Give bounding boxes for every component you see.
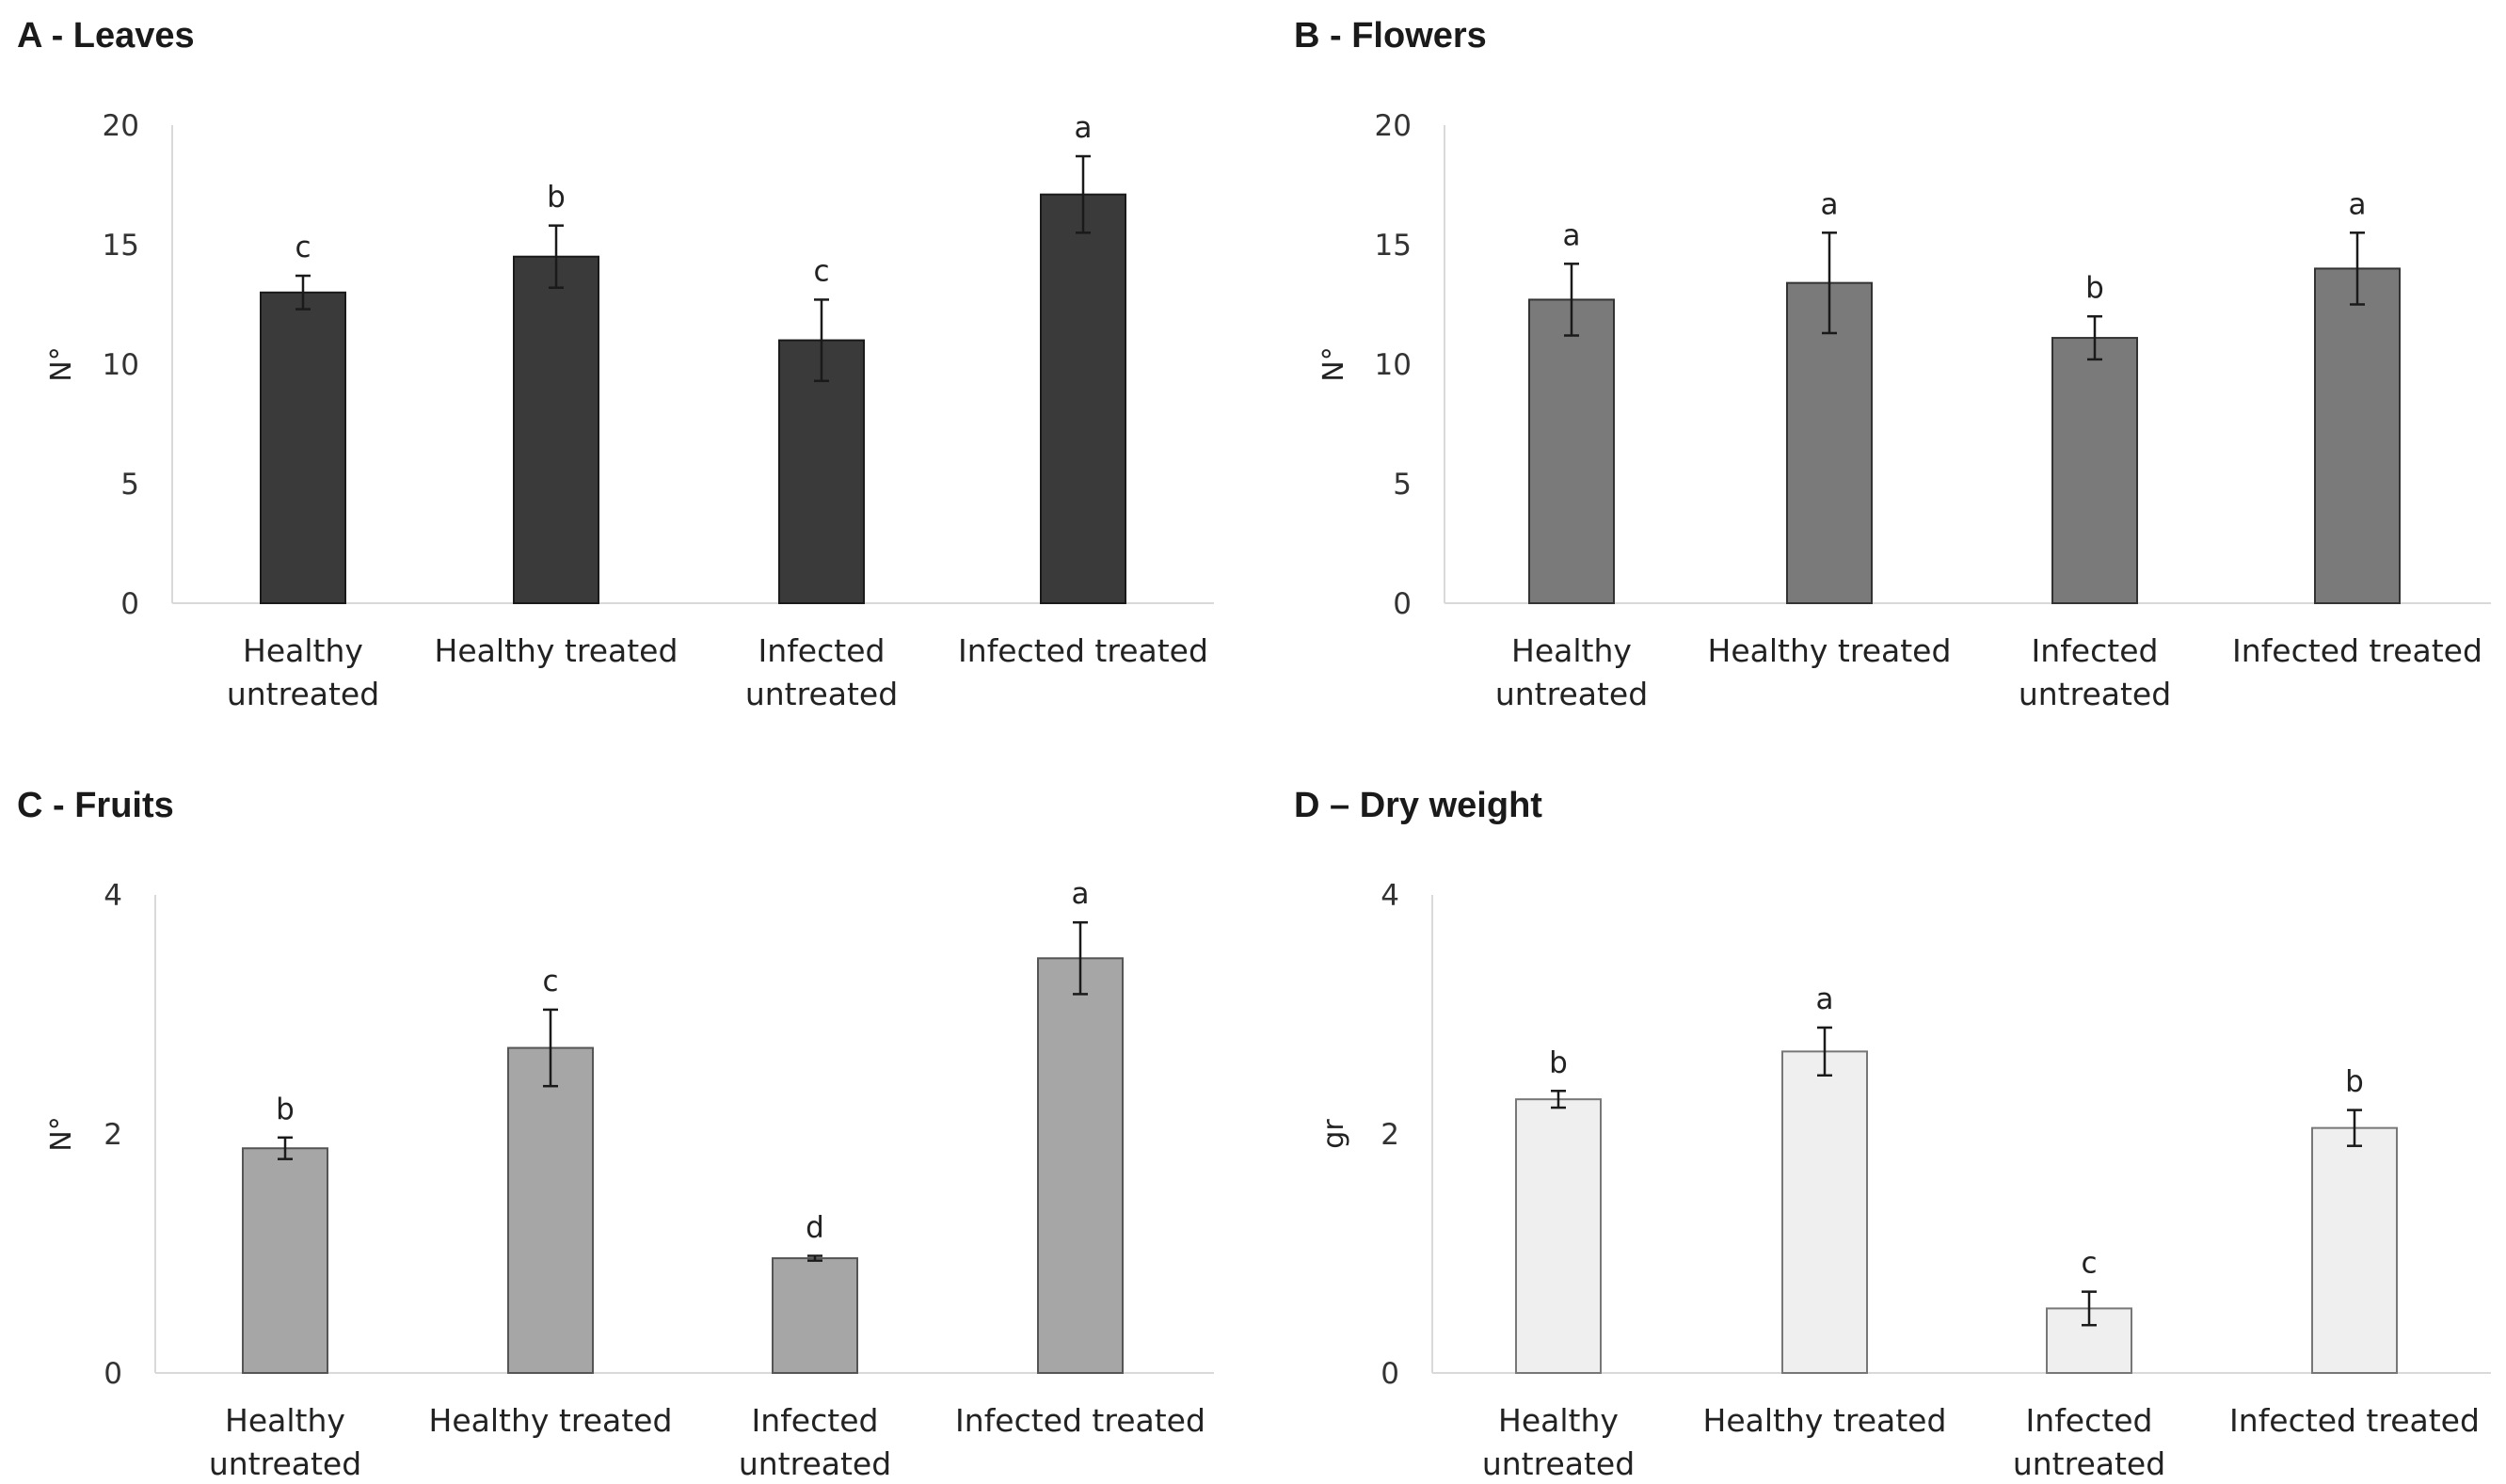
panel-a-category-label: Healthy bbox=[243, 632, 363, 669]
panel-c-category-label: Healthy treated bbox=[429, 1402, 673, 1439]
panel-c-y-tick-label: 4 bbox=[104, 879, 122, 913]
panel-d-y-tick-label: 2 bbox=[1381, 1118, 1399, 1152]
panel-d-y-axis-label: gr bbox=[1317, 1119, 1350, 1149]
panel-c-significance-letter: d bbox=[806, 1211, 824, 1245]
panel-b-y-tick-label: 10 bbox=[1375, 348, 1412, 382]
panel-b-title: B - Flowers bbox=[1294, 16, 1487, 56]
panel-c-category-label: untreated bbox=[209, 1445, 361, 1482]
panel-b-y-tick-label: 5 bbox=[1393, 468, 1412, 502]
panel-a-significance-letter: c bbox=[813, 254, 829, 288]
panel-c-significance-letter: c bbox=[542, 965, 558, 998]
panel-c-category-label: Infected bbox=[752, 1402, 879, 1439]
panel-d-bar bbox=[1515, 1098, 1602, 1375]
panel-c-significance-letter: b bbox=[276, 1093, 295, 1126]
panel-a-significance-letter: c bbox=[295, 231, 311, 264]
panel-d-bar bbox=[1781, 1050, 1868, 1374]
panel-a-y-tick-label: 20 bbox=[103, 109, 139, 143]
panel-b-significance-letter: a bbox=[2349, 187, 2367, 221]
panel-c-bar bbox=[772, 1257, 858, 1374]
panel-b-bar bbox=[2314, 267, 2401, 604]
panel-a-bar bbox=[1040, 193, 1126, 604]
panel-c-category-label: Healthy bbox=[225, 1402, 345, 1439]
panel-c-title: C - Fruits bbox=[17, 786, 174, 825]
panel-b-category-label: Infected bbox=[2032, 632, 2159, 669]
panel-d-significance-letter: c bbox=[2081, 1247, 2097, 1281]
panel-a-bar bbox=[260, 291, 346, 604]
panel-a-category-label: Healthy treated bbox=[435, 632, 678, 669]
panel-d-title: D – Dry weight bbox=[1294, 786, 1542, 825]
panel-d-significance-letter: a bbox=[1816, 982, 1834, 1016]
panel-a-y-tick-label: 10 bbox=[103, 348, 139, 382]
panel-c-significance-letter: a bbox=[1072, 877, 1090, 911]
panel-d-category-label: Infected treated bbox=[2229, 1402, 2480, 1439]
panel-d-category-label: Healthy bbox=[1498, 1402, 1619, 1439]
panel-a-y-tick-label: 5 bbox=[120, 468, 139, 502]
panel-d-bar bbox=[2311, 1126, 2398, 1375]
panel-b-significance-letter: b bbox=[2085, 271, 2104, 305]
panel-b-significance-letter: a bbox=[1563, 218, 1581, 252]
panel-c-category-label: Infected treated bbox=[955, 1402, 1205, 1439]
panel-b-bar bbox=[1786, 281, 1873, 604]
panel-b-y-tick-label: 15 bbox=[1375, 229, 1412, 263]
panel-d-category-label: untreated bbox=[2013, 1445, 2165, 1482]
panel-d-y-tick-label: 0 bbox=[1381, 1357, 1399, 1391]
panel-b-category-label: untreated bbox=[2019, 676, 2171, 712]
panel-a-category-label: untreated bbox=[227, 676, 379, 712]
panel-a-category-label: Infected treated bbox=[958, 632, 1208, 669]
panel-c-category-label: untreated bbox=[739, 1445, 891, 1482]
panel-a-title: A - Leaves bbox=[17, 16, 195, 56]
panel-c-bar bbox=[1037, 957, 1124, 1374]
panel-c-y-tick-label: 0 bbox=[104, 1357, 122, 1391]
panel-a-bar bbox=[513, 255, 599, 604]
panel-b-category-label: Healthy treated bbox=[1708, 632, 1952, 669]
panel-c-bar bbox=[507, 1046, 594, 1375]
panel-a-category-label: Infected bbox=[758, 632, 886, 669]
panel-b-category-label: Infected treated bbox=[2232, 632, 2482, 669]
panel-a-y-tick-label: 15 bbox=[103, 229, 139, 263]
panel-d-y-tick-label: 4 bbox=[1381, 879, 1399, 913]
panel-d-significance-letter: b bbox=[2345, 1065, 2364, 1099]
panel-d-significance-letter: b bbox=[1549, 1045, 1568, 1079]
panel-b-significance-letter: a bbox=[1821, 187, 1839, 221]
panel-d-category-label: untreated bbox=[1482, 1445, 1635, 1482]
panel-b-category-label: Healthy bbox=[1511, 632, 1632, 669]
panel-b-y-tick-label: 0 bbox=[1393, 587, 1412, 621]
panel-a-y-axis-label: N° bbox=[45, 346, 78, 381]
panel-a-bar bbox=[778, 339, 865, 604]
panel-a-y-tick-label: 0 bbox=[120, 587, 139, 621]
panel-b-y-tick-label: 20 bbox=[1375, 109, 1412, 143]
panel-a-category-label: untreated bbox=[745, 676, 898, 712]
panel-c-bar bbox=[242, 1147, 328, 1374]
panel-a-significance-letter: a bbox=[1075, 111, 1093, 145]
panel-b-y-axis-label: N° bbox=[1317, 346, 1350, 381]
panel-d-category-label: Healthy treated bbox=[1703, 1402, 1947, 1439]
panel-c-y-tick-label: 2 bbox=[104, 1118, 122, 1152]
panel-b-bar bbox=[1528, 298, 1615, 604]
panel-b-bar bbox=[2051, 337, 2138, 604]
panel-a-significance-letter: b bbox=[547, 181, 566, 215]
panel-d-category-label: Infected bbox=[2026, 1402, 2153, 1439]
panel-b-category-label: untreated bbox=[1495, 676, 1648, 712]
panel-c-y-axis-label: N° bbox=[45, 1116, 78, 1151]
